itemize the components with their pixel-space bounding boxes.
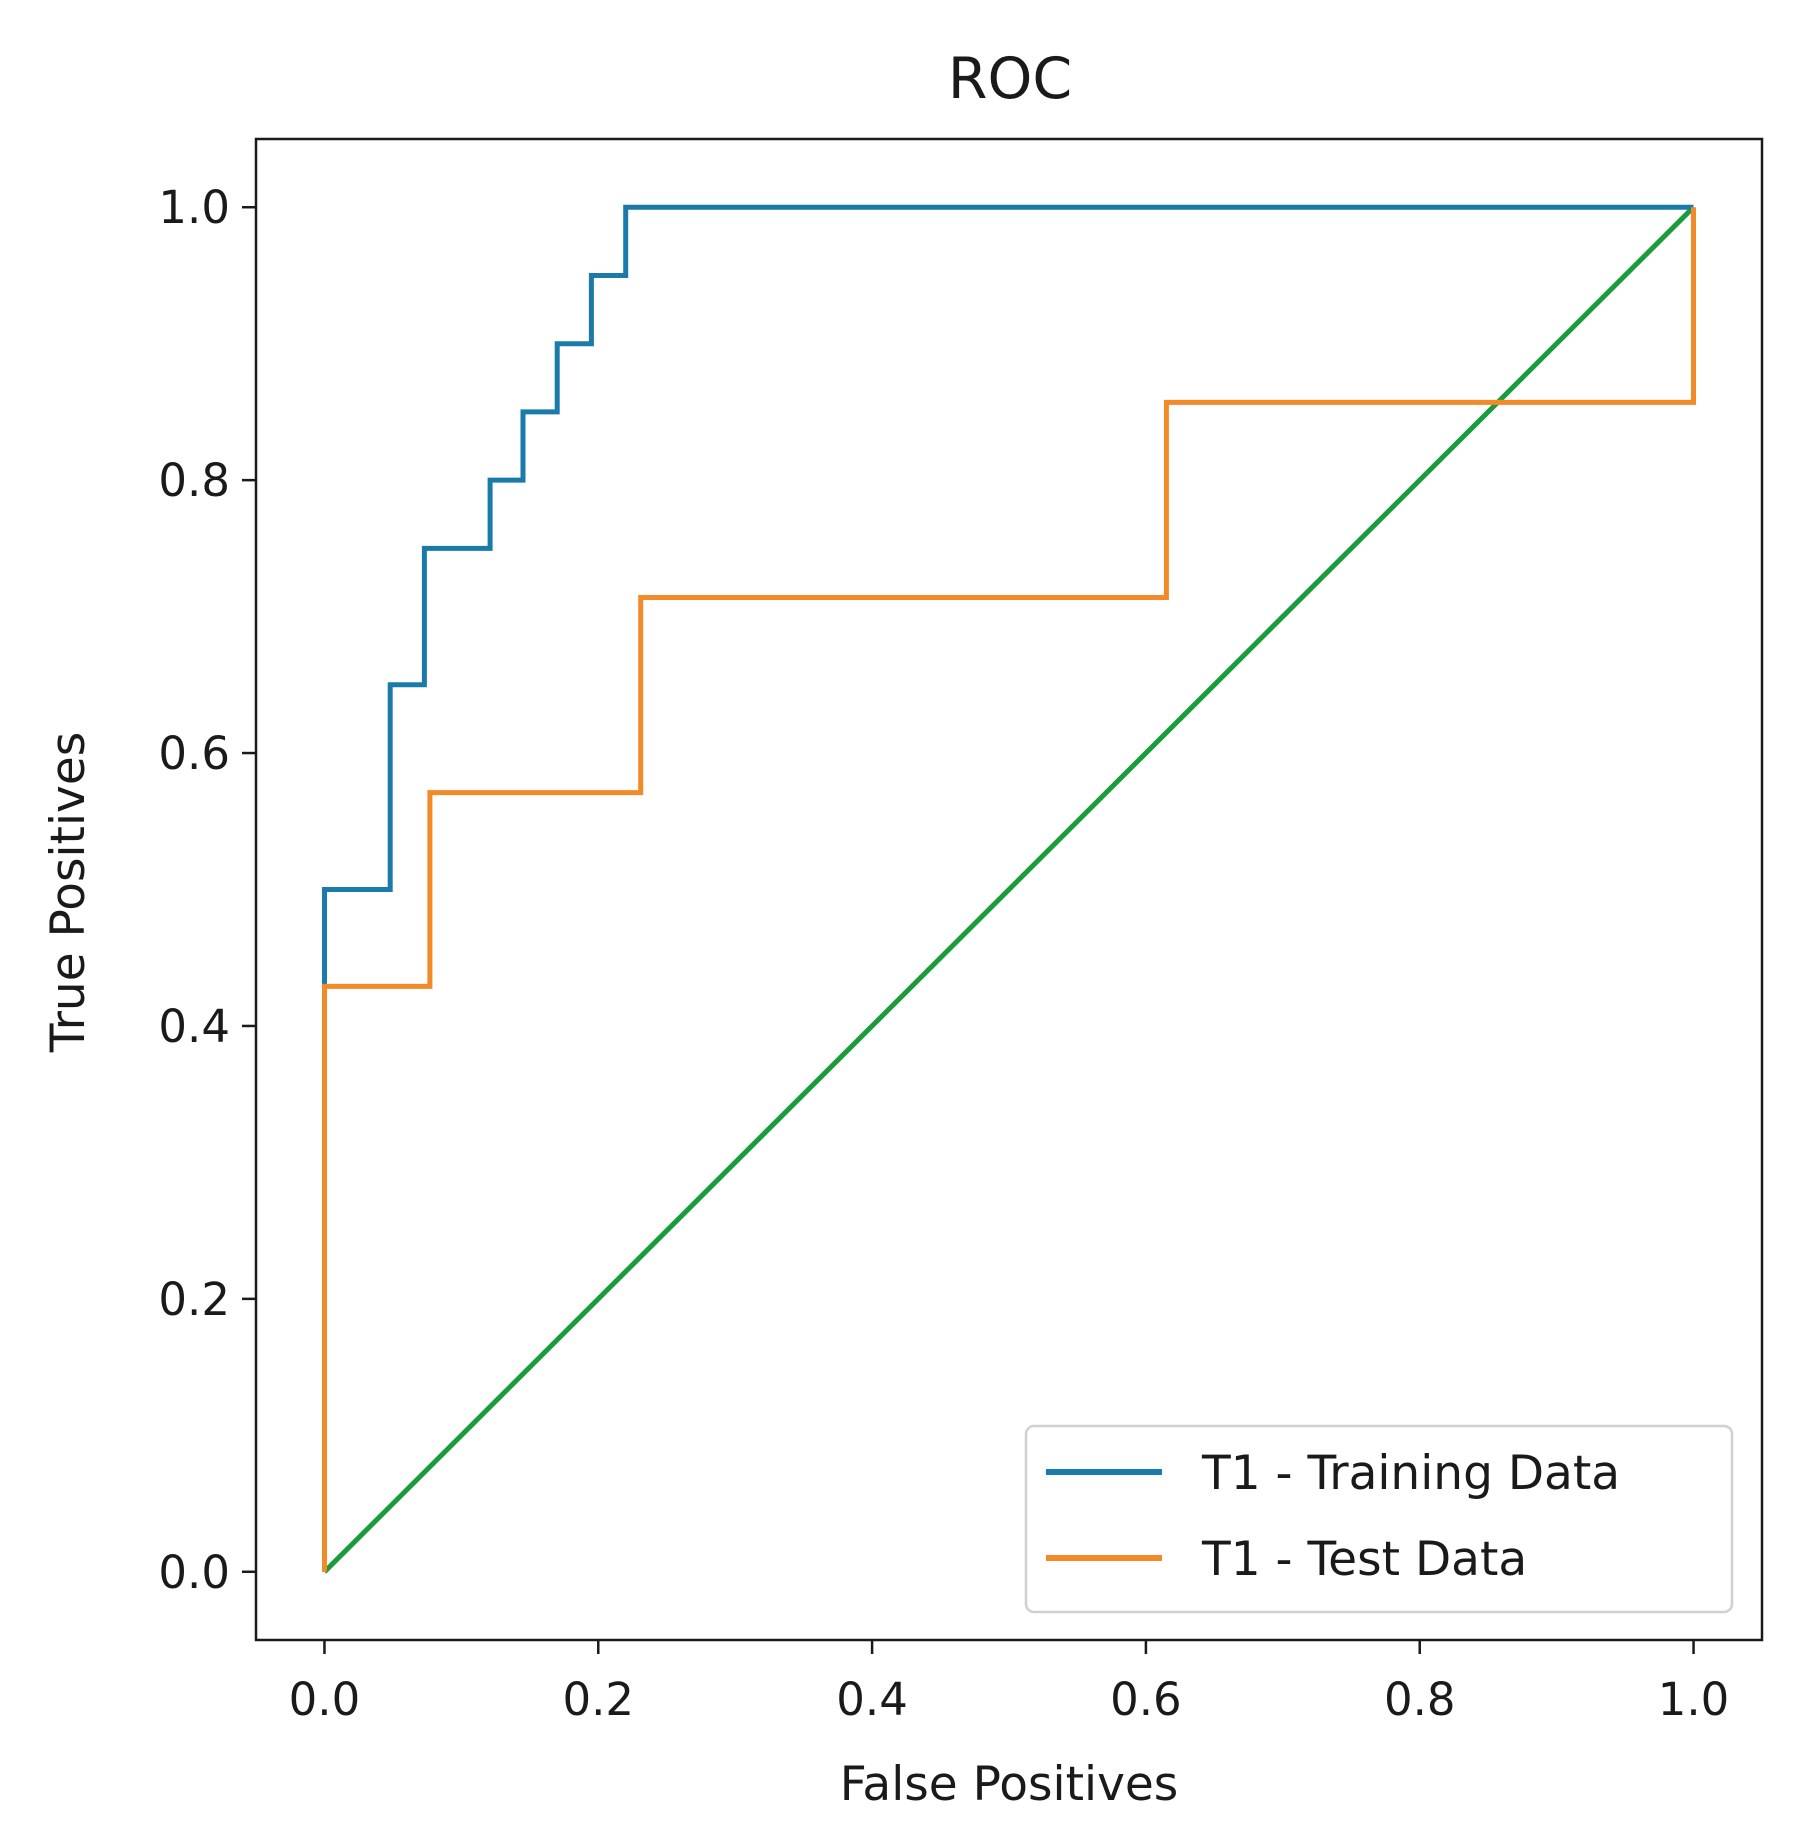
plot-frame: [254, 137, 1764, 1642]
series-line-chance: [322, 205, 1696, 1574]
legend: T1 - Training Data T1 - Test Data: [1024, 1424, 1734, 1614]
y-tick-label: 0.4: [158, 1000, 230, 1053]
y-axis-label: True Positives: [41, 732, 96, 1053]
series-layer: [322, 204, 1696, 1574]
series-line-t1-test-data: [322, 207, 1696, 1572]
legend-label-test: T1 - Test Data: [1201, 1532, 1527, 1587]
y-tick-label: 0.6: [158, 727, 230, 780]
x-tick-label: 0.6: [1110, 1673, 1182, 1726]
x-tick-label: 1.0: [1658, 1673, 1730, 1726]
x-axis-label: False Positives: [840, 1757, 1179, 1812]
x-tick-label: 0.8: [1384, 1673, 1456, 1726]
legend-label-training: T1 - Training Data: [1201, 1446, 1620, 1501]
series-line-t1-training-data: [322, 204, 1694, 1572]
y-tick-label: 0.8: [158, 454, 230, 507]
x-axis-ticks: 0.0 0.2 0.4 0.6 0.8 1.0: [289, 1640, 1730, 1726]
x-tick-label: 0.2: [562, 1673, 634, 1726]
y-tick-label: 0.2: [158, 1273, 230, 1326]
legend-box: [1024, 1424, 1734, 1614]
y-tick-label: 1.0: [158, 181, 230, 234]
x-tick-label: 0.0: [289, 1673, 361, 1726]
chart-title: ROC: [948, 46, 1072, 112]
y-axis-ticks: 0.0 0.2 0.4 0.6 0.8 1.0: [158, 181, 256, 1599]
x-tick-label: 0.4: [836, 1673, 908, 1726]
y-tick-label: 0.0: [158, 1546, 230, 1599]
